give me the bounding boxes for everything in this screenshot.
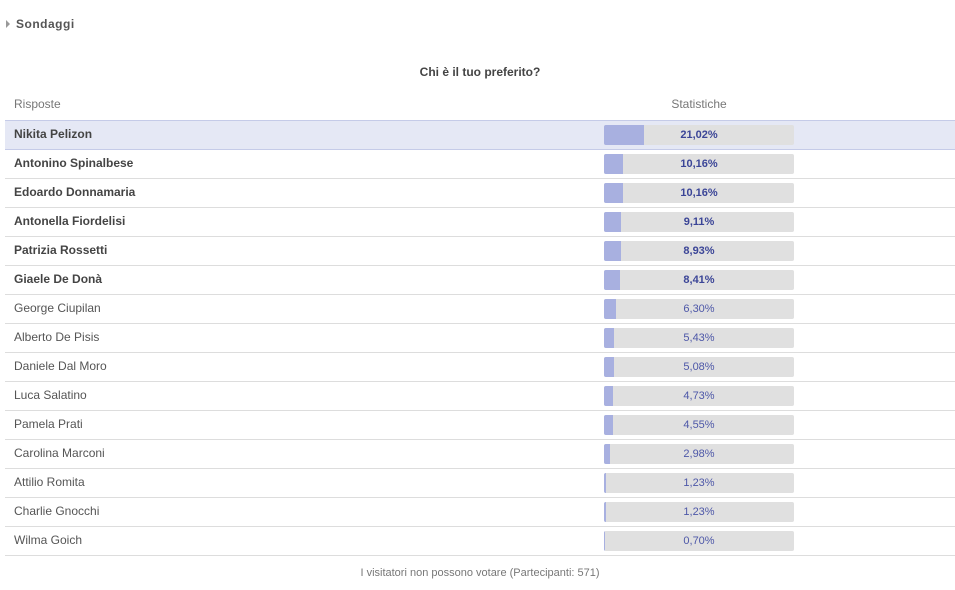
- polls-section-toggle[interactable]: Sondaggi: [6, 16, 75, 32]
- poll-result-percent: 0,70%: [683, 535, 715, 547]
- poll-result-bar-fill: [604, 502, 607, 522]
- poll-option-name: Antonino Spinalbese: [14, 156, 134, 170]
- poll-option-row: Wilma Goich 0,70%: [5, 527, 955, 556]
- poll-result-bar: 1,23%: [604, 502, 794, 522]
- poll-results-list: Nikita Pelizon 21,02% Antonino Spinalbes…: [5, 120, 955, 556]
- poll-result-percent: 8,93%: [683, 245, 715, 257]
- poll-option-name: Nikita Pelizon: [14, 127, 93, 141]
- poll-option-name: Charlie Gnocchi: [14, 504, 100, 518]
- stats-column-header: Statistiche: [671, 97, 727, 111]
- poll-result-bar-fill: [604, 473, 607, 493]
- poll-result-bar: 1,23%: [604, 473, 794, 493]
- poll-option-name: Carolina Marconi: [14, 446, 105, 460]
- poll-option-row: Daniele Dal Moro 5,08%: [5, 353, 955, 382]
- poll-option-row: Pamela Prati 4,55%: [5, 411, 955, 440]
- poll-option-row: Antonino Spinalbese 10,16%: [5, 150, 955, 179]
- poll-option-row: Giaele De Donà 8,41%: [5, 266, 955, 295]
- poll-option-row: Carolina Marconi 2,98%: [5, 440, 955, 469]
- section-title: Sondaggi: [16, 17, 75, 31]
- poll-result-percent: 4,73%: [683, 390, 715, 402]
- poll-result-bar: 10,16%: [604, 183, 794, 203]
- poll-result-bar-fill: [604, 386, 613, 406]
- poll-question: Chi è il tuo preferito?: [419, 65, 541, 79]
- poll-result-bar-fill: [604, 270, 620, 290]
- poll-option-name: Luca Salatino: [14, 388, 87, 402]
- poll-result-bar-fill: [604, 154, 624, 174]
- poll-result-bar: 8,93%: [604, 241, 794, 261]
- poll-result-percent: 21,02%: [680, 129, 718, 141]
- poll-result-percent: 6,30%: [683, 303, 715, 315]
- poll-option-row: Edoardo Donnamaria 10,16%: [5, 179, 955, 208]
- poll-option-row: Attilio Romita 1,23%: [5, 469, 955, 498]
- poll-result-bar-fill: [604, 531, 606, 551]
- answers-column-header: Risposte: [14, 97, 61, 111]
- poll-option-name: Alberto De Pisis: [14, 330, 100, 344]
- poll-result-percent: 10,16%: [680, 187, 718, 199]
- poll-option-row: Charlie Gnocchi 1,23%: [5, 498, 955, 527]
- poll-result-percent: 8,41%: [683, 274, 715, 286]
- poll-option-name: Pamela Prati: [14, 417, 83, 431]
- poll-result-bar-fill: [604, 212, 622, 232]
- poll-result-percent: 1,23%: [683, 506, 715, 518]
- poll-option-row: Antonella Fiordelisi 9,11%: [5, 208, 955, 237]
- poll-result-percent: 10,16%: [680, 158, 718, 170]
- poll-result-bar: 6,30%: [604, 299, 794, 319]
- poll-result-bar: 10,16%: [604, 154, 794, 174]
- poll-result-bar-fill: [604, 328, 615, 348]
- poll-option-name: Daniele Dal Moro: [14, 359, 107, 373]
- poll-result-bar-fill: [604, 357, 614, 377]
- poll-option-row: Patrizia Rossetti 8,93%: [5, 237, 955, 266]
- poll-result-percent: 9,11%: [683, 216, 715, 228]
- poll-option-row: Luca Salatino 4,73%: [5, 382, 955, 411]
- poll-result-bar: 4,73%: [604, 386, 794, 406]
- poll-result-bar-fill: [604, 183, 624, 203]
- poll-option-name: Giaele De Donà: [14, 272, 103, 286]
- poll-result-percent: 2,98%: [683, 448, 715, 460]
- poll-result-bar-fill: [604, 125, 644, 145]
- poll-result-bar: 8,41%: [604, 270, 794, 290]
- caret-right-icon: [6, 20, 10, 28]
- poll-result-bar-fill: [604, 444, 610, 464]
- poll-option-name: Patrizia Rossetti: [14, 243, 108, 257]
- poll-option-row: Nikita Pelizon 21,02%: [5, 120, 955, 150]
- poll-result-bar: 5,08%: [604, 357, 794, 377]
- poll-result-percent: 5,08%: [683, 361, 715, 373]
- poll-option-name: Attilio Romita: [14, 475, 85, 489]
- poll-result-percent: 1,23%: [683, 477, 715, 489]
- poll-option-name: George Ciupilan: [14, 301, 101, 315]
- poll-result-bar-fill: [604, 415, 613, 435]
- poll-result-bar: 21,02%: [604, 125, 794, 145]
- poll-option-name: Antonella Fiordelisi: [14, 214, 126, 228]
- poll-result-bar: 2,98%: [604, 444, 794, 464]
- poll-result-bar-fill: [604, 299, 616, 319]
- poll-option-name: Wilma Goich: [14, 533, 83, 547]
- poll-option-row: George Ciupilan 6,30%: [5, 295, 955, 324]
- poll-option-name: Edoardo Donnamaria: [14, 185, 136, 199]
- poll-option-row: Alberto De Pisis 5,43%: [5, 324, 955, 353]
- poll-result-bar: 5,43%: [604, 328, 794, 348]
- poll-result-percent: 5,43%: [683, 332, 715, 344]
- poll-result-bar: 4,55%: [604, 415, 794, 435]
- participants-note: I visitatori non possono votare (Parteci…: [360, 567, 600, 579]
- poll-result-bar: 0,70%: [604, 531, 794, 551]
- poll-result-bar: 9,11%: [604, 212, 794, 232]
- poll-result-bar-fill: [604, 241, 621, 261]
- poll-result-percent: 4,55%: [683, 419, 715, 431]
